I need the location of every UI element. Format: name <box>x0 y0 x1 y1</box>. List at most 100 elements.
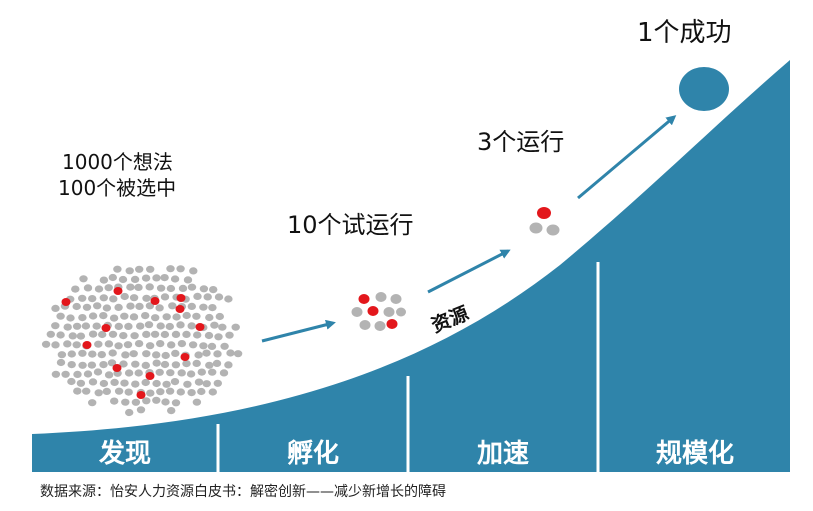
idea-dot <box>41 340 51 348</box>
idea-dot <box>214 293 224 301</box>
selected-idea-dot <box>195 323 205 331</box>
idea-dot <box>218 323 227 331</box>
idea-dot <box>125 267 134 275</box>
idea-dot <box>141 378 150 387</box>
idea-dot <box>176 265 185 273</box>
idea-dot <box>131 398 141 406</box>
idea-dot <box>142 294 151 302</box>
idea-dot <box>208 368 217 376</box>
idea-dot <box>208 304 217 312</box>
arrow-to-running <box>427 249 511 294</box>
idea-dot <box>120 292 129 301</box>
idea-dot <box>192 312 201 320</box>
idea-dot <box>144 321 154 329</box>
idea-dot <box>129 350 138 358</box>
idea-dot <box>82 303 92 311</box>
idea-dot <box>114 387 124 395</box>
idea-dot <box>130 275 140 283</box>
idea-dot <box>194 351 203 359</box>
idea-dot <box>213 379 222 387</box>
idea-dot <box>205 361 214 369</box>
idea-dot <box>188 341 198 349</box>
idea-dot <box>170 378 180 386</box>
idea-dot <box>104 284 113 292</box>
idea-dot <box>104 371 114 379</box>
idea-dot <box>118 275 128 284</box>
idea-dot <box>193 331 202 339</box>
idea-dot <box>142 397 151 405</box>
idea-dot <box>167 341 176 349</box>
idea-dot <box>161 398 170 406</box>
running-label: 3个运行 <box>477 128 565 156</box>
trial-dot <box>367 306 379 316</box>
idea-dot <box>151 314 160 322</box>
idea-dot <box>57 351 67 359</box>
idea-dot <box>125 408 134 417</box>
idea-dot <box>156 340 165 348</box>
ideas-label-line1: 1000个想法 <box>62 150 173 174</box>
selected-idea-dot <box>175 305 185 313</box>
idea-dot <box>162 380 171 388</box>
idea-dot <box>99 294 109 302</box>
idea-dot <box>110 378 119 386</box>
idea-dot <box>78 349 87 357</box>
idea-dot <box>176 388 185 396</box>
stage-label-incubate: 孵化 <box>286 439 339 469</box>
idea-dot <box>141 361 150 369</box>
idea-dot <box>99 276 109 284</box>
idea-dot <box>207 342 217 350</box>
idea-dot <box>192 359 201 367</box>
stage-label-accelerate: 加速 <box>476 439 529 469</box>
idea-dot <box>225 331 234 339</box>
idea-dot <box>99 312 108 320</box>
idea-dot <box>135 302 144 310</box>
trial-dot <box>359 320 371 330</box>
resource-curve <box>32 60 790 472</box>
idea-dot <box>67 361 76 369</box>
idea-dot <box>160 274 169 282</box>
idea-dot <box>66 314 75 322</box>
idea-dot <box>160 360 170 369</box>
idea-dot <box>165 322 174 331</box>
idea-dot <box>210 321 219 329</box>
idea-dot <box>199 342 208 350</box>
idea-dot <box>51 322 60 330</box>
idea-dot <box>177 340 187 348</box>
idea-dot <box>204 331 214 340</box>
idea-dot <box>99 361 108 369</box>
idea-dot <box>114 322 124 330</box>
idea-dot <box>88 295 97 303</box>
idea-dot <box>187 322 196 330</box>
selected-idea-dot <box>180 353 190 361</box>
idea-dot <box>183 380 192 388</box>
idea-dot <box>135 265 144 273</box>
idea-dot <box>72 302 81 311</box>
ideas-label-line2: 100个被选中 <box>58 176 177 200</box>
arrow-to-trials <box>261 319 336 343</box>
idea-dot <box>187 302 196 310</box>
idea-dot <box>83 284 93 292</box>
success-circle <box>679 67 729 111</box>
running-dot <box>537 207 551 219</box>
idea-dot <box>88 350 97 358</box>
idea-dot <box>176 321 185 329</box>
idea-dot <box>124 388 133 396</box>
idea-dot <box>182 330 191 338</box>
idea-dot <box>156 388 165 396</box>
idea-dot <box>231 323 240 331</box>
idea-dot <box>56 331 65 339</box>
idea-dot <box>119 360 128 368</box>
success-label: 1个成功 <box>637 18 732 48</box>
idea-dot <box>82 387 91 395</box>
trial-dot <box>396 307 406 317</box>
trial-dot <box>375 292 387 302</box>
idea-dot <box>156 284 166 292</box>
idea-dot <box>120 312 129 320</box>
idea-dot <box>88 378 98 386</box>
idea-dot <box>68 332 78 340</box>
idea-dot <box>46 330 55 338</box>
idea-dot <box>93 302 102 310</box>
idea-dot <box>226 349 235 357</box>
idea-dot <box>78 314 87 322</box>
idea-dot <box>141 274 151 282</box>
